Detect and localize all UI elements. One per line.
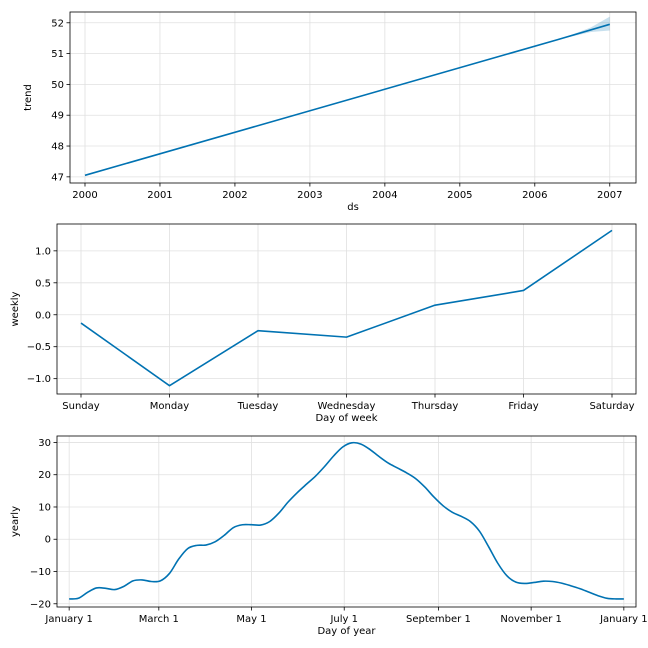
x-tick-label: 2005 <box>447 190 472 201</box>
x-tick-label: Thursday <box>411 401 459 412</box>
y-tick-label: −0.5 <box>27 342 51 353</box>
y-tick-label: 0 <box>45 535 51 546</box>
x-tick-label: Saturday <box>589 401 634 412</box>
x-tick-label: Tuesday <box>237 401 279 412</box>
x-tick-label: 2002 <box>222 190 247 201</box>
y-axis-label: yearly <box>10 506 21 537</box>
x-axis-label: Day of year <box>317 626 376 637</box>
series-line <box>69 441 624 600</box>
y-tick-label: 52 <box>51 18 64 29</box>
subplot-3: January 1 March 1 May 1 July 1 September 1 No… <box>10 435 648 637</box>
x-tick-label: Monday <box>150 401 190 412</box>
gridlines <box>57 224 636 394</box>
x-axis-label: ds <box>347 202 359 213</box>
y-tick-label: 30 <box>38 438 51 449</box>
y-tick-label: −1.0 <box>27 374 51 385</box>
x-tick-label: January 1 <box>599 614 647 625</box>
x-tick-label: September 1 <box>406 614 471 625</box>
x-tick-label: March 1 <box>139 614 179 625</box>
series-line <box>80 229 613 387</box>
x-tick-label: November 1 <box>500 614 562 625</box>
y-tick-label: 48 <box>51 142 64 153</box>
subplot-2: Sunday Monday Tuesday Wednesday Thursday Frid… <box>10 223 637 424</box>
y-tick-label: −10 <box>30 567 51 578</box>
gridlines <box>70 12 636 183</box>
y-tick-label: 20 <box>38 470 51 481</box>
y-tick-label: 47 <box>51 172 64 183</box>
subplot-1: 2000 2001 2002 2003 2004 2005 2006 2007 47 48 49 50… <box>23 11 637 213</box>
y-tick-label: 0.0 <box>35 310 51 321</box>
x-tick-label: 2007 <box>597 190 622 201</box>
x-tick-label: May 1 <box>236 614 266 625</box>
x-tick-label: 2006 <box>522 190 547 201</box>
y-axis-label: trend <box>23 84 34 111</box>
axes-frame <box>56 435 637 608</box>
x-axis-label: Day of week <box>315 413 377 424</box>
y-tick-label: 0.5 <box>35 278 51 289</box>
axes-frame <box>69 11 637 184</box>
x-tick-label: Friday <box>508 401 538 412</box>
series-line <box>84 23 610 177</box>
x-tick-label: July 1 <box>329 614 358 625</box>
y-axis-label: weekly <box>10 291 21 326</box>
y-tick-label: 51 <box>51 49 64 60</box>
x-tick-label: 2003 <box>297 190 322 201</box>
x-tick-label: Sunday <box>62 401 99 412</box>
x-tick-label: January 1 <box>44 614 92 625</box>
x-tick-label: 2004 <box>372 190 397 201</box>
x-tick-label: Wednesday <box>318 401 376 412</box>
x-tick-label: 2001 <box>147 190 172 201</box>
gridlines <box>57 436 636 607</box>
uncertainty-band <box>557 16 610 40</box>
x-tick-label: 2000 <box>72 190 97 201</box>
y-tick-label: 10 <box>38 502 51 513</box>
y-tick-label: 49 <box>51 111 64 122</box>
y-tick-label: 50 <box>51 80 64 91</box>
y-tick-label: 1.0 <box>35 246 51 257</box>
y-tick-label: −20 <box>30 599 51 610</box>
